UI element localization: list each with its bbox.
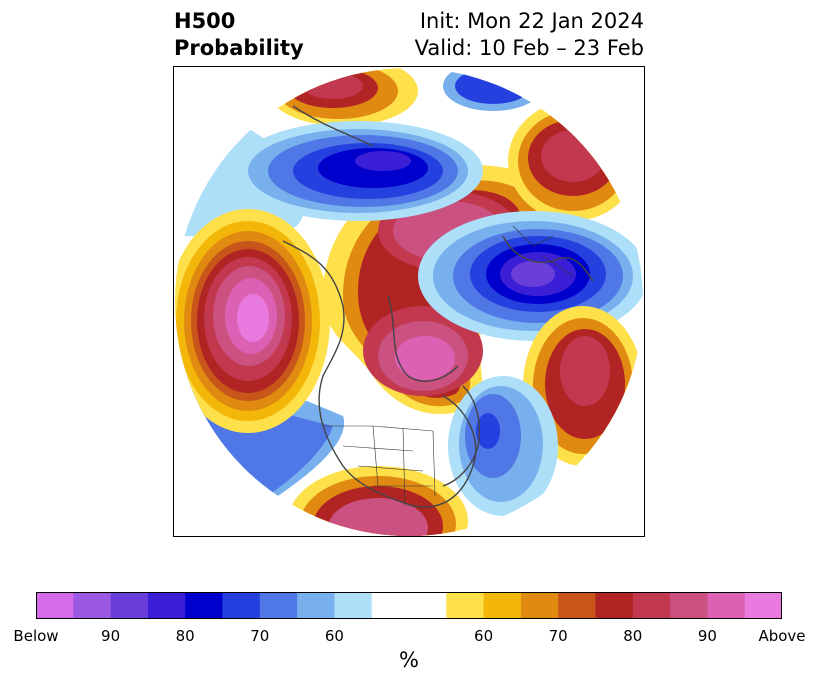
colorbar-tick-label: Below <box>13 627 59 645</box>
colorbar-cell <box>520 592 559 619</box>
colorbar-cell <box>632 592 671 619</box>
map-title: H500 Probability <box>174 8 304 62</box>
colorbar-cell <box>297 592 335 619</box>
title-line-2: Probability <box>174 36 304 60</box>
colorbar-cell <box>595 592 634 619</box>
colorbar-cell <box>483 592 522 619</box>
probability-field <box>175 68 643 536</box>
colorbar-cell <box>371 592 410 619</box>
colorbar-cell <box>409 592 447 619</box>
colorbar-cell <box>446 592 485 619</box>
colorbar-tick-label: 80 <box>623 627 643 645</box>
colorbar-cell <box>36 592 74 619</box>
anomaly-south-above <box>288 466 468 536</box>
probability-map <box>173 66 645 537</box>
colorbar-cell <box>558 592 596 619</box>
title-line-1: H500 <box>174 9 236 33</box>
colorbar-tick-label: 60 <box>324 627 344 645</box>
colorbar-tick-label: 60 <box>474 627 494 645</box>
colorbar-cell <box>334 592 373 619</box>
colorbar-tick-label: Above <box>758 627 806 645</box>
anomaly-north-below <box>233 68 543 221</box>
anomaly-pacific-above <box>175 209 330 433</box>
colorbar-cell <box>222 592 261 619</box>
colorbar-cell <box>670 592 708 619</box>
colorbar-cell <box>707 592 746 619</box>
colorbar-tick-label: 80 <box>175 627 195 645</box>
colorbar-tick-label: 70 <box>548 627 568 645</box>
colorbar-tick-label: 90 <box>697 627 717 645</box>
init-date: Init: Mon 22 Jan 2024 <box>419 9 644 33</box>
colorbar-tick-label: 90 <box>101 627 121 645</box>
colorbar-label: % <box>399 648 419 672</box>
colorbar-cell <box>744 592 782 619</box>
anomaly-atlantic-below <box>448 376 558 516</box>
valid-dates: Valid: 10 Feb – 23 Feb <box>414 36 644 60</box>
colorbar <box>36 592 782 619</box>
colorbar-cell <box>259 592 298 619</box>
colorbar-cell <box>73 592 112 619</box>
map-dates: Init: Mon 22 Jan 2024 Valid: 10 Feb – 23… <box>415 8 644 62</box>
colorbar-tick-label: 70 <box>250 627 270 645</box>
colorbar-cell <box>185 592 223 619</box>
colorbar-cell <box>147 592 186 619</box>
colorbar-cell <box>110 592 149 619</box>
